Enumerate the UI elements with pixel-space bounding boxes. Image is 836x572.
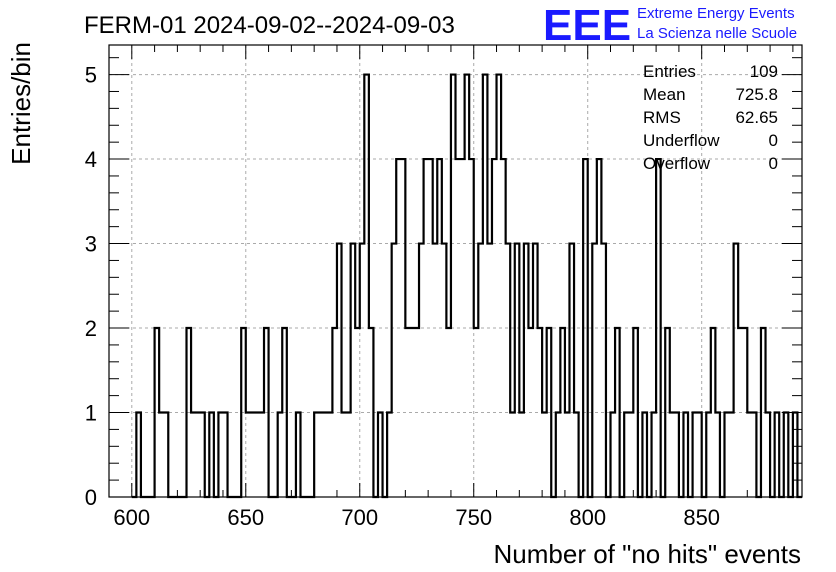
y-tick-label: 3	[85, 232, 97, 257]
x-tick-label: 750	[455, 505, 492, 530]
stat-entries-value: 109	[750, 62, 778, 81]
x-tick-label: 700	[341, 505, 378, 530]
stat-rms-label: RMS	[643, 108, 681, 127]
x-tick-label: 800	[569, 505, 606, 530]
stat-overflow-value: 0	[769, 154, 778, 173]
histogram-line	[131, 73, 802, 499]
y-tick-label: 1	[85, 401, 97, 426]
x-axis-label: Number of "no hits" events	[494, 539, 802, 569]
logo-line2: La Scienza nelle Scuole	[637, 25, 797, 42]
stat-rms-value: 62.65	[735, 108, 778, 127]
stat-entries-label: Entries	[643, 62, 696, 81]
y-tick-label: 0	[85, 485, 97, 510]
y-axis-label: Entries/bin	[6, 42, 36, 165]
logo-mark: EEE	[543, 1, 631, 50]
axis-ticks	[108, 45, 802, 498]
x-tick-label: 850	[683, 505, 720, 530]
stats-box: Entries 109 Mean 725.8 RMS 62.65 Underfl…	[643, 62, 778, 173]
y-tick-label: 4	[85, 147, 97, 172]
logo-line1: Extreme Energy Events	[637, 5, 795, 22]
stat-underflow-value: 0	[769, 131, 778, 150]
stat-mean-label: Mean	[643, 85, 686, 104]
tick-labels: 600 650 700 750 800 850 0 1 2 3 4 5	[85, 63, 720, 530]
plot-frame	[108, 44, 803, 498]
y-tick-label: 5	[85, 63, 97, 88]
eee-logo: EEE Extreme Energy Events La Scienza nel…	[543, 1, 797, 50]
stat-underflow-label: Underflow	[643, 131, 720, 150]
x-tick-label: 600	[113, 505, 150, 530]
stat-mean-value: 725.8	[735, 85, 778, 104]
chart-title: FERM-01 2024-09-02--2024-09-03	[84, 12, 455, 39]
y-tick-label: 2	[85, 316, 97, 341]
x-tick-label: 650	[227, 505, 264, 530]
stat-overflow-label: Overflow	[643, 154, 711, 173]
